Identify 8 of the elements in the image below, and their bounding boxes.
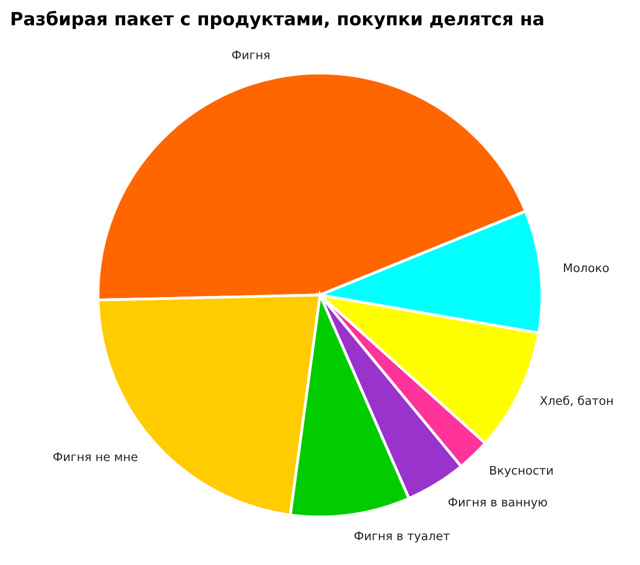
slice-label: Молоко [564, 263, 609, 272]
chart-title: Разбирая пакет с продуктами, покупки делятся на [12, 10, 544, 30]
slice-label: Вкусности [490, 466, 553, 478]
slice-label: Хлеб, батон [540, 396, 613, 406]
slice-label: Фигня в ванную [448, 498, 547, 509]
slice-label: Фигня не мне [53, 452, 138, 462]
slice-label: Фигня [232, 50, 270, 60]
slice-label: Фигня в туалет [354, 532, 450, 543]
